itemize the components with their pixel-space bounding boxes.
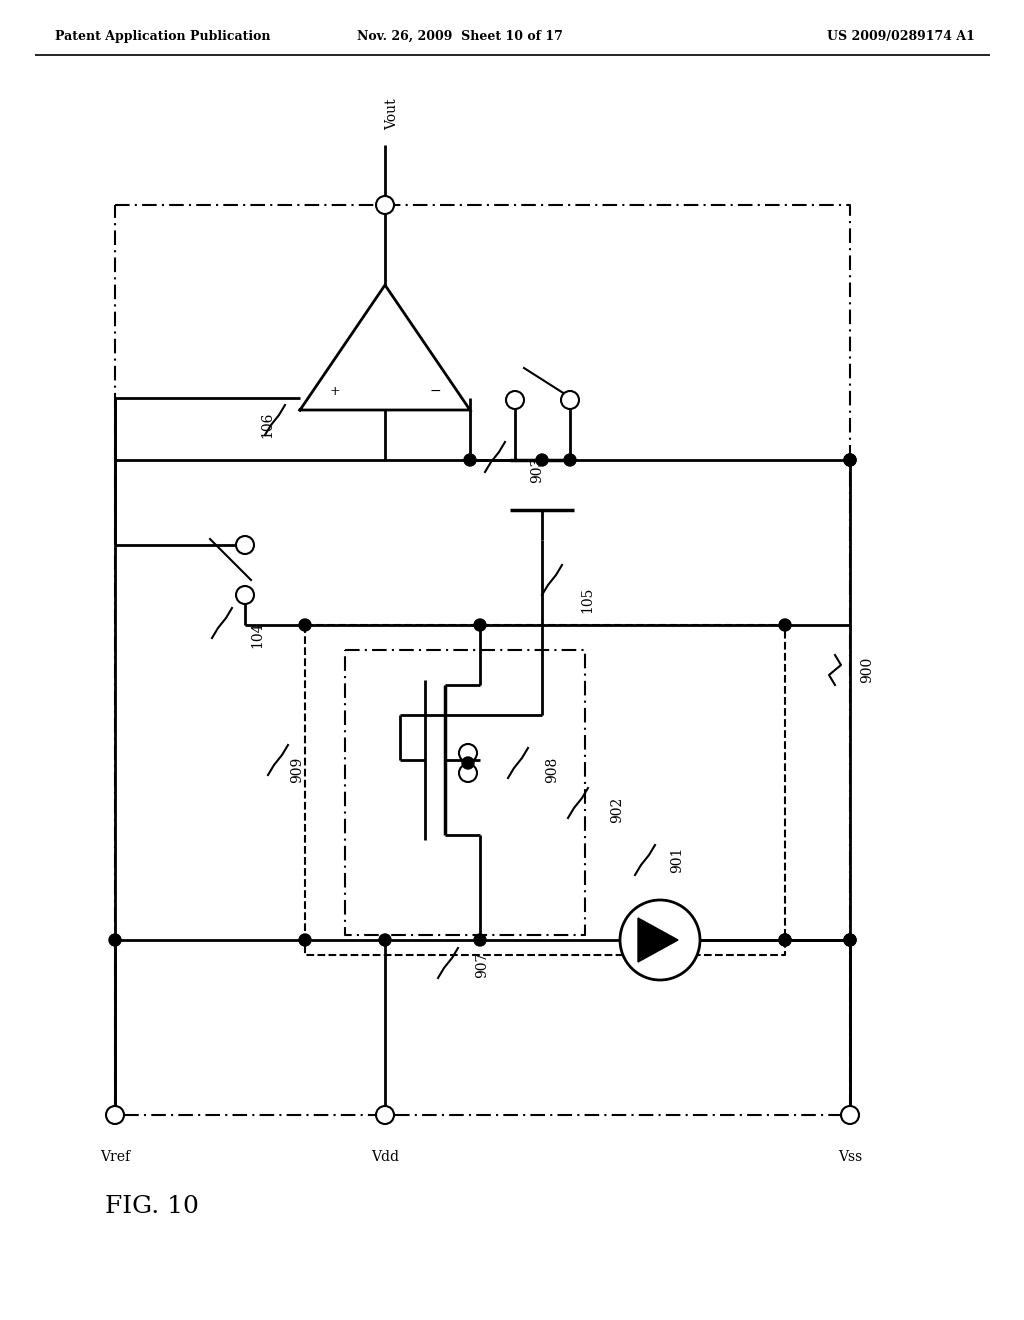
Text: +: + xyxy=(330,385,340,399)
Circle shape xyxy=(459,764,477,781)
Text: 105: 105 xyxy=(580,587,594,614)
Text: Vss: Vss xyxy=(838,1150,862,1164)
Text: 104: 104 xyxy=(250,622,264,648)
Circle shape xyxy=(844,454,856,466)
Circle shape xyxy=(464,454,476,466)
Circle shape xyxy=(506,391,524,409)
Text: 909: 909 xyxy=(290,756,304,783)
Circle shape xyxy=(536,454,548,466)
Text: Vout: Vout xyxy=(385,99,399,129)
Circle shape xyxy=(109,935,121,946)
Circle shape xyxy=(236,586,254,605)
Circle shape xyxy=(459,744,477,762)
Circle shape xyxy=(379,935,391,946)
Polygon shape xyxy=(638,917,678,962)
Circle shape xyxy=(844,454,856,466)
Circle shape xyxy=(841,1106,859,1125)
Text: 901: 901 xyxy=(670,847,684,874)
Circle shape xyxy=(779,619,791,631)
Circle shape xyxy=(462,756,474,770)
Circle shape xyxy=(376,1106,394,1125)
Circle shape xyxy=(779,935,791,946)
Text: US 2009/0289174 A1: US 2009/0289174 A1 xyxy=(827,30,975,44)
Circle shape xyxy=(620,900,700,979)
Circle shape xyxy=(299,935,311,946)
Text: 902: 902 xyxy=(610,797,624,824)
Circle shape xyxy=(844,935,856,946)
Text: 106: 106 xyxy=(260,412,274,438)
Circle shape xyxy=(561,391,579,409)
Text: Vdd: Vdd xyxy=(371,1150,399,1164)
Text: Nov. 26, 2009  Sheet 10 of 17: Nov. 26, 2009 Sheet 10 of 17 xyxy=(357,30,563,44)
Text: 903: 903 xyxy=(530,457,544,483)
Circle shape xyxy=(376,195,394,214)
Circle shape xyxy=(299,619,311,631)
Text: 908: 908 xyxy=(545,756,559,783)
Circle shape xyxy=(106,1106,124,1125)
Circle shape xyxy=(779,935,791,946)
Text: 900: 900 xyxy=(860,657,874,684)
Text: −: − xyxy=(429,384,440,399)
Circle shape xyxy=(564,454,575,466)
Text: FIG. 10: FIG. 10 xyxy=(105,1195,199,1218)
Circle shape xyxy=(236,536,254,554)
Text: Patent Application Publication: Patent Application Publication xyxy=(55,30,270,44)
Text: Vref: Vref xyxy=(100,1150,130,1164)
Circle shape xyxy=(474,935,486,946)
Circle shape xyxy=(474,619,486,631)
Text: 907: 907 xyxy=(475,952,489,978)
Circle shape xyxy=(844,935,856,946)
